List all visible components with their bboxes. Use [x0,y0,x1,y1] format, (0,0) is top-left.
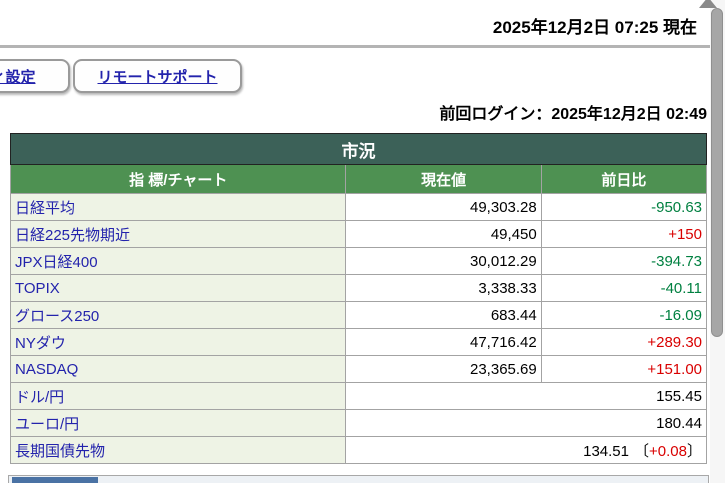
day-change: +150 [540,220,708,248]
table-row: JPX日経400 30,012.29 -394.73 [9,247,708,275]
table-row: NYダウ 47,716.42 +289.30 [9,328,708,356]
indicator-link-eur-jpy[interactable]: ユーロ/円 [9,409,347,437]
column-header-indicator: 指 標/チャート [9,164,347,194]
indicator-link-nikkei225-futures[interactable]: 日経225先物期近 [9,220,347,248]
change-bracket-close: 〕 [686,442,702,460]
day-change: -950.63 [540,193,708,221]
day-change: +0.08 [649,442,687,460]
current-value: 30,012.29 [345,247,542,275]
remote-support-button[interactable]: リモートサポート [73,59,242,93]
table-header-row: 指 標/チャート 現在値 前日比 [9,164,708,194]
table-row: ユーロ/円 180.44 [9,409,707,437]
security-settings-button[interactable]: ィ設定 [0,59,70,93]
security-settings-button-label: ィ設定 [0,68,36,86]
current-value: 49,303.28 [345,193,542,221]
remote-support-button-label: リモートサポート [97,68,218,86]
current-value: 23,365.69 [345,355,542,383]
indicator-link-nasdaq[interactable]: NASDAQ [9,355,347,383]
current-value-with-change: 134.51 〔+0.08〕 [345,436,707,464]
day-change: -40.11 [540,274,708,302]
table-title: 市況 [10,133,707,165]
horizontal-scrollbar[interactable] [8,475,709,483]
current-value: 683.44 [345,301,542,329]
column-header-day-change: 前日比 [540,164,708,194]
table-title-row: 市況 [10,133,707,165]
indicator-link-topix[interactable]: TOPIX [9,274,347,302]
table-row: ドル/円 155.45 [9,382,707,410]
indicator-link-ny-dow[interactable]: NYダウ [9,328,347,356]
horizontal-scrollbar-thumb[interactable] [12,477,98,483]
table-row: グロース250 683.44 -16.09 [9,301,708,329]
indicator-link-nikkei[interactable]: 日経平均 [9,193,347,221]
current-value: 49,450 [345,220,542,248]
current-datetime: 2025年12月2日 07:25 現在 [492,18,697,37]
current-value: 3,338.33 [345,274,542,302]
indicator-link-growth250[interactable]: グロース250 [9,301,347,329]
vertical-scrollbar[interactable] [710,0,725,483]
change-bracket-open: 〔 [634,442,650,460]
vertical-scrollbar-thumb[interactable] [711,8,723,337]
current-value: 180.44 [345,409,707,437]
last-login-text: 前回ログイン：2025年12月2日 02:49 [439,106,707,123]
current-value: 47,716.42 [345,328,542,356]
scroll-up-icon[interactable] [699,0,717,8]
table-row: 日経平均 49,303.28 -950.63 [9,193,708,221]
indicator-link-jgb-futures[interactable]: 長期国債先物 [9,436,347,464]
table-row: 長期国債先物 134.51 〔+0.08〕 [9,436,707,464]
current-value: 155.45 [345,382,707,410]
header-divider [0,45,710,48]
current-value: 134.51 [583,442,629,460]
column-header-current-value: 現在値 [345,164,542,194]
market-table: 市況 指 標/チャート 現在値 前日比 日経平均 49,303.28 -950.… [9,133,708,464]
indicator-link-usd-jpy[interactable]: ドル/円 [9,382,347,410]
day-change: -394.73 [540,247,708,275]
day-change: +151.00 [540,355,708,383]
indicator-link-jpx-nikkei400[interactable]: JPX日経400 [9,247,347,275]
table-row: NASDAQ 23,365.69 +151.00 [9,355,708,383]
day-change: -16.09 [540,301,708,329]
day-change: +289.30 [540,328,708,356]
table-row: TOPIX 3,338.33 -40.11 [9,274,708,302]
table-row: 日経225先物期近 49,450 +150 [9,220,708,248]
